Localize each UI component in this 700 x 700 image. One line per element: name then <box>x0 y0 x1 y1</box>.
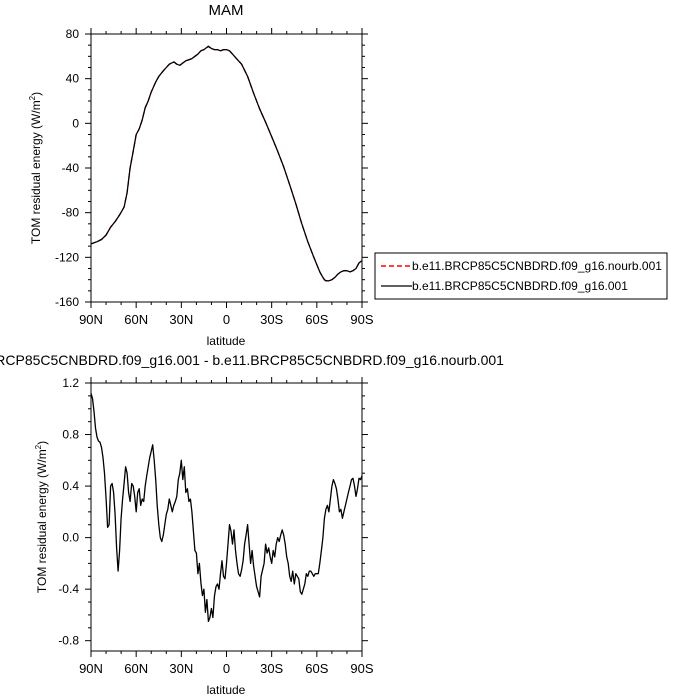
bottom-panel-ticks <box>85 377 368 657</box>
bottom-panel-title: b.e11.BRCP85C5CNBDRD.f09_g16.001 - b.e11… <box>0 352 504 368</box>
bottom-panel-xlabel: latitude <box>207 683 246 697</box>
top-xtick-label: 30S <box>260 312 283 327</box>
top-series-line-1 <box>90 45 363 282</box>
bottom-panel-series <box>90 393 363 623</box>
legend-control-label: b.e11.BRCP85C5CNBDRD.f09_g16.001 <box>412 279 628 293</box>
top-panel-title: MAM <box>209 2 244 19</box>
bottom-xtick-label: 30S <box>260 661 283 676</box>
top-ytick-label: -40 <box>62 161 80 175</box>
bottom-xtick-label: 90S <box>350 661 373 676</box>
bottom-ytick-label: -0.8 <box>58 634 79 648</box>
top-panel-xlabel: latitude <box>207 334 246 348</box>
top-ytick-label: -80 <box>62 206 80 220</box>
top-xtick-label: 90N <box>79 312 103 327</box>
top-xtick-label: 60S <box>305 312 328 327</box>
bottom-panel-frame <box>90 382 363 652</box>
bottom-xtick-label: 60N <box>124 661 148 676</box>
legend: b.e11.BRCP85C5CNBDRD.f09_g16.nourb.001 b… <box>374 252 668 300</box>
bottom-ytick-label: 0.8 <box>62 428 79 442</box>
top-ytick-label: 0 <box>72 116 79 130</box>
top-panel-ylabel: TOM residual energy (W/m2) <box>28 92 43 244</box>
top-panel-series <box>90 45 363 282</box>
bottom-panel: b.e11.BRCP85C5CNBDRD.f09_g16.001 - b.e11… <box>0 352 504 697</box>
top-series-line-0 <box>90 45 363 282</box>
bottom-panel-ylabel: TOM residual energy (W/m2) <box>34 441 49 593</box>
top-xtick-label: 30N <box>169 312 193 327</box>
top-panel: MAM 90N 60N 30N 0 30S 60S 90S -160 -120 -80 -40 0 40… <box>28 2 374 348</box>
bottom-panel-tick-labels: 90N 60N 30N 0 30S 60S 90S -0.8 -0.4 0.0 0.4 0.8 1.2 <box>58 376 374 676</box>
top-ytick-label: -160 <box>55 295 79 309</box>
top-xtick-label: 0 <box>223 312 230 327</box>
bottom-xtick-label: 60S <box>305 661 328 676</box>
top-panel-ticks <box>85 28 368 308</box>
top-ytick-label: -120 <box>55 250 79 264</box>
bottom-xtick-label: 0 <box>223 661 230 676</box>
bottom-ytick-label: 1.2 <box>62 376 79 390</box>
top-ytick-label: 40 <box>66 72 80 86</box>
legend-nourb-label: b.e11.BRCP85C5CNBDRD.f09_g16.nourb.001 <box>412 259 662 273</box>
top-xtick-label: 90S <box>350 312 373 327</box>
top-ytick-label: 80 <box>66 27 80 41</box>
bottom-xtick-label: 30N <box>169 661 193 676</box>
legend-box <box>374 252 668 300</box>
bottom-ytick-label: 0.0 <box>62 531 79 545</box>
top-xtick-label: 60N <box>124 312 148 327</box>
bottom-ytick-label: 0.4 <box>62 479 79 493</box>
bottom-ytick-label: -0.4 <box>58 582 79 596</box>
bottom-series-line-0 <box>90 393 363 623</box>
top-panel-frame <box>90 33 363 303</box>
bottom-xtick-label: 90N <box>79 661 103 676</box>
top-panel-tick-labels: 90N 60N 30N 0 30S 60S 90S -160 -120 -80 -40 0 40 80 <box>55 27 374 327</box>
